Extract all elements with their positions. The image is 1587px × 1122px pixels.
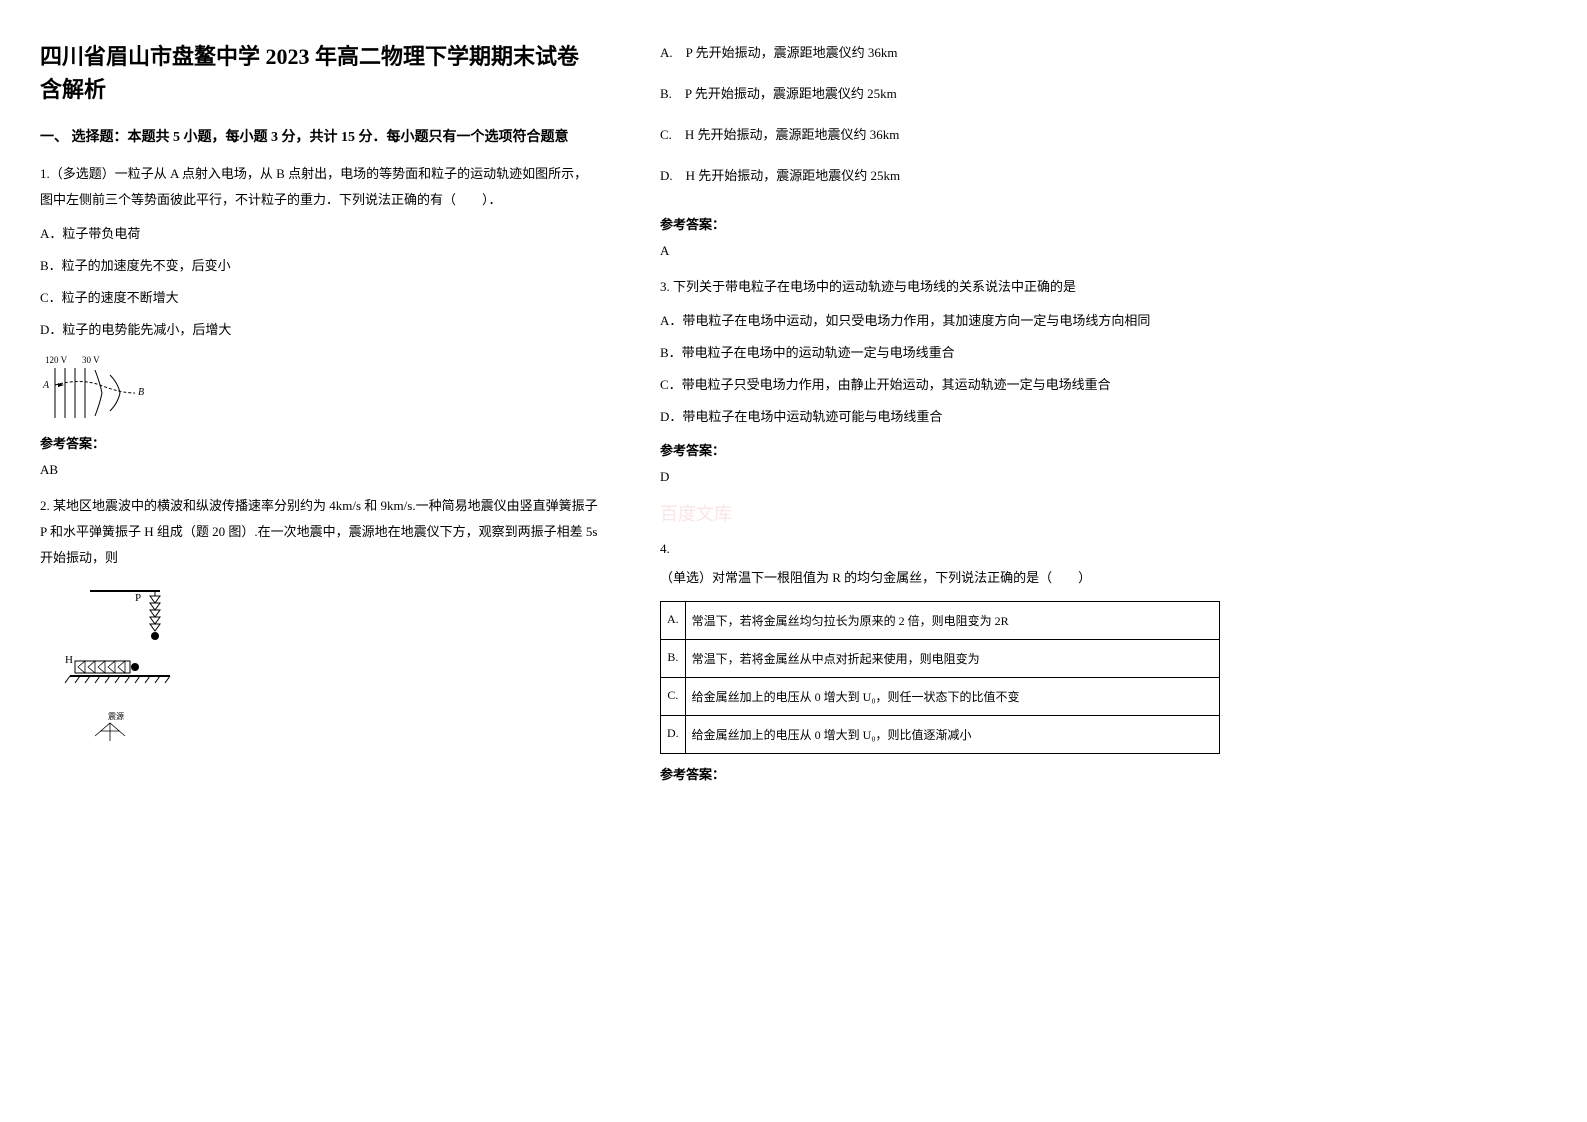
q1-answer: AB: [40, 462, 600, 478]
q2-option-a: A. P 先开始振动，震源距地震仪约 36km: [660, 40, 1220, 66]
label-a: A: [42, 380, 50, 391]
q4-rowA-text: 常温下，若将金属丝均匀拉长为原来的 2 倍，则电阻变为 2R: [685, 602, 1219, 640]
seismograph-diagram-icon: P H: [60, 581, 190, 701]
q4-rowB-text: 常温下，若将金属丝从中点对折起来使用，则电阻变为: [685, 640, 1219, 678]
left-column: 四川省眉山市盘鳌中学 2023 年高二物理下学期期末试卷含解析 一、 选择题：本…: [40, 40, 600, 793]
equipotential-diagram-icon: 120 V 30 V A B: [40, 353, 170, 423]
label-b: B: [138, 387, 144, 398]
q2-option-c: C. H 先开始振动，震源距地震仪约 36km: [660, 122, 1220, 148]
table-row: D. 给金属丝加上的电压从 0 增大到 U₀，则比值逐渐减小: [661, 716, 1220, 754]
right-column: A. P 先开始振动，震源距地震仪约 36km B. P 先开始振动，震源距地震…: [660, 40, 1220, 793]
q4-rowB-label: B.: [661, 640, 686, 678]
table-row: B. 常温下，若将金属丝从中点对折起来使用，则电阻变为: [661, 640, 1220, 678]
q4-rowC-label: C.: [661, 678, 686, 716]
q2-option-b: B. P 先开始振动，震源距地震仪约 25km: [660, 81, 1220, 107]
q1-answer-label: 参考答案：: [40, 433, 600, 452]
q4-rowC-text: 给金属丝加上的电压从 0 增大到 U₀，则任一状态下的比值不变: [685, 678, 1219, 716]
q2-diagram: P H: [60, 581, 180, 701]
svg-text:震源: 震源: [108, 712, 124, 721]
page-container: 四川省眉山市盘鳌中学 2023 年高二物理下学期期末试卷含解析 一、 选择题：本…: [40, 40, 1547, 793]
q4-answer-label: 参考答案：: [660, 764, 1220, 783]
q1-option-a: A．粒子带负电荷: [40, 221, 600, 247]
q4-rowD-text: 给金属丝加上的电压从 0 增大到 U₀，则比值逐渐减小: [685, 716, 1219, 754]
q3-option-c: C．带电粒子只受电场力作用，由静止开始运动，其运动轨迹一定与电场线重合: [660, 372, 1220, 398]
page-title: 四川省眉山市盘鳌中学 2023 年高二物理下学期期末试卷含解析: [40, 40, 600, 106]
q4-rowD-label: D.: [661, 716, 686, 754]
q2-option-d: D. H 先开始振动，震源距地震仪约 25km: [660, 163, 1220, 189]
q3-answer: D: [660, 469, 1220, 485]
label-30v: 30 V: [82, 355, 100, 365]
q1-stem: 1.（多选题）一粒子从 A 点射入电场，从 B 点射出，电场的等势面和粒子的运动…: [40, 161, 600, 213]
section-header: 一、 选择题：本题共 5 小题，每小题 3 分，共计 15 分．每小题只有一个选…: [40, 126, 600, 146]
q3-option-a: A．带电粒子在电场中运动，如只受电场力作用，其加速度方向一定与电场线方向相同: [660, 308, 1220, 334]
q2-answer: A: [660, 243, 1220, 259]
q3-answer-label: 参考答案：: [660, 440, 1220, 459]
q3-stem: 3. 下列关于带电粒子在电场中的运动轨迹与电场线的关系说法中正确的是: [660, 274, 1220, 300]
q1-diagram: 120 V 30 V A B: [40, 353, 600, 423]
table-row: A. 常温下，若将金属丝均匀拉长为原来的 2 倍，则电阻变为 2R: [661, 602, 1220, 640]
q2-stem: 2. 某地区地震波中的横波和纵波传播速率分别约为 4km/s 和 9km/s.一…: [40, 493, 600, 571]
compass-icon: 震源: [90, 711, 130, 751]
label-p: P: [135, 592, 141, 604]
q4-options-table: A. 常温下，若将金属丝均匀拉长为原来的 2 倍，则电阻变为 2R B. 常温下…: [660, 601, 1220, 754]
q2-answer-label: 参考答案：: [660, 214, 1220, 233]
q4-stem: （单选）对常温下一根阻值为 R 的均匀金属丝，下列说法正确的是（ ）: [660, 565, 1220, 591]
label-120v: 120 V: [45, 355, 68, 365]
q3-option-d: D．带电粒子在电场中运动轨迹可能与电场线重合: [660, 404, 1220, 430]
q3-option-b: B．带电粒子在电场中的运动轨迹一定与电场线重合: [660, 340, 1220, 366]
q4-rowA-label: A.: [661, 602, 686, 640]
watermark: 百度文库: [660, 500, 1220, 526]
q4-number: 4.: [660, 541, 1220, 557]
label-h: H: [65, 654, 73, 666]
q1-option-b: B．粒子的加速度先不变，后变小: [40, 253, 600, 279]
q1-option-c: C．粒子的速度不断增大: [40, 285, 600, 311]
table-row: C. 给金属丝加上的电压从 0 增大到 U₀，则任一状态下的比值不变: [661, 678, 1220, 716]
q1-option-d: D．粒子的电势能先减小，后增大: [40, 317, 600, 343]
